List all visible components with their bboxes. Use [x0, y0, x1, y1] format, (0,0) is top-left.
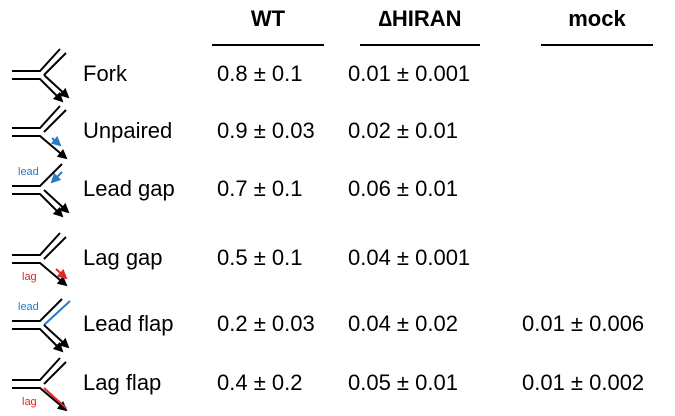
cell: 0.8 ± 0.1: [217, 61, 302, 86]
strand-label: lag: [22, 271, 37, 283]
cell: 0.02 ± 0.01: [348, 118, 458, 143]
cell: 0.01 ± 0.001: [348, 61, 470, 86]
row-label: Unpaired: [83, 118, 172, 143]
column-header: mock: [568, 6, 626, 31]
column-header: WT: [251, 6, 286, 31]
row-label: Lag flap: [83, 370, 161, 395]
cell: 0.01 ± 0.006: [522, 311, 644, 336]
cell: 0.9 ± 0.03: [217, 118, 315, 143]
fork-icon: [12, 49, 68, 101]
strand-label: lead: [18, 301, 39, 313]
cell: 0.7 ± 0.1: [217, 176, 302, 201]
unpaired-icon: [12, 106, 66, 158]
cell: 0.4 ± 0.2: [217, 370, 302, 395]
column-header: ∆HIRAN: [378, 6, 461, 31]
cell: 0.04 ± 0.001: [348, 245, 470, 270]
row-label: Lag gap: [83, 245, 163, 270]
cell: 0.2 ± 0.03: [217, 311, 315, 336]
table: lead lag lead lag WT ∆HIRAN mock Fork 0.8 ± …: [0, 0, 675, 411]
cell: 0.01 ± 0.002: [522, 370, 644, 395]
lag-gap-icon: lag: [12, 233, 66, 285]
cell: 0.05 ± 0.01: [348, 370, 458, 395]
lead-flap-icon: lead: [12, 299, 70, 351]
row-label: Lead flap: [83, 311, 174, 336]
strand-label: lag: [22, 396, 37, 408]
cell: 0.04 ± 0.02: [348, 311, 458, 336]
lag-flap-icon: lag: [12, 358, 66, 410]
strand-label: lead: [18, 166, 39, 178]
row-label: Lead gap: [83, 176, 175, 201]
cell: 0.06 ± 0.01: [348, 176, 458, 201]
row-label: Fork: [83, 61, 128, 86]
lead-gap-icon: lead: [12, 164, 68, 216]
cell: 0.5 ± 0.1: [217, 245, 302, 270]
